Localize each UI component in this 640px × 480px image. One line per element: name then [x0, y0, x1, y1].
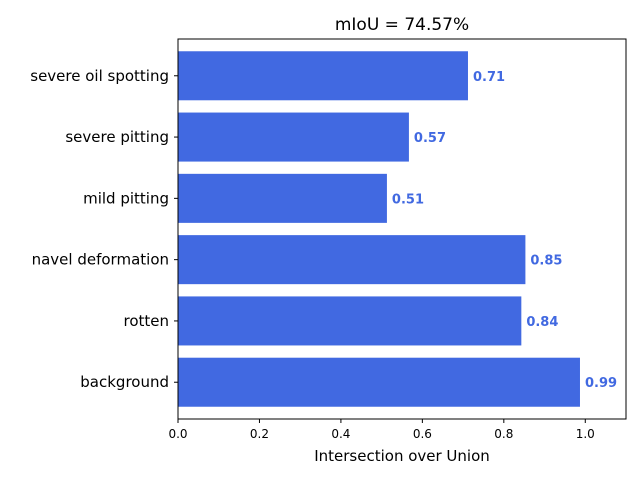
value-label: 0.71: [473, 70, 505, 85]
value-label: 0.85: [530, 254, 562, 269]
category-label: background: [80, 373, 169, 391]
x-tick-label: 0.0: [168, 427, 187, 441]
x-tick-label: 1.0: [576, 427, 595, 441]
category-label: rotten: [123, 312, 169, 330]
bars-layer: 0.71 0.57 0.51 0.85 0.84 0.99: [178, 51, 617, 407]
bar: [178, 296, 522, 346]
x-tick-label: 0.2: [250, 427, 269, 441]
x-tick-label: 0.4: [331, 427, 350, 441]
value-label: 0.51: [392, 192, 424, 207]
plot-frame: [177, 38, 627, 420]
bar: [178, 112, 409, 162]
value-label: 0.84: [526, 315, 558, 330]
category-label: severe oil spotting: [30, 67, 169, 85]
x-axis-label: Intersection over Union: [314, 447, 490, 465]
bar: [178, 51, 468, 101]
value-label: 0.99: [585, 376, 617, 391]
bar: [178, 173, 387, 223]
x-tick-label: 0.8: [494, 427, 513, 441]
bar: [178, 357, 580, 407]
value-label: 0.57: [414, 131, 446, 146]
x-tick-label: 0.6: [413, 427, 432, 441]
category-label: navel deformation: [32, 251, 169, 269]
bar: [178, 235, 526, 285]
category-label: mild pitting: [83, 189, 169, 207]
chart-title: mIoU = 74.57%: [335, 15, 469, 35]
axes-layer: severe oil spotting severe pitting mild pi…: [30, 38, 627, 441]
category-label: severe pitting: [65, 128, 169, 146]
